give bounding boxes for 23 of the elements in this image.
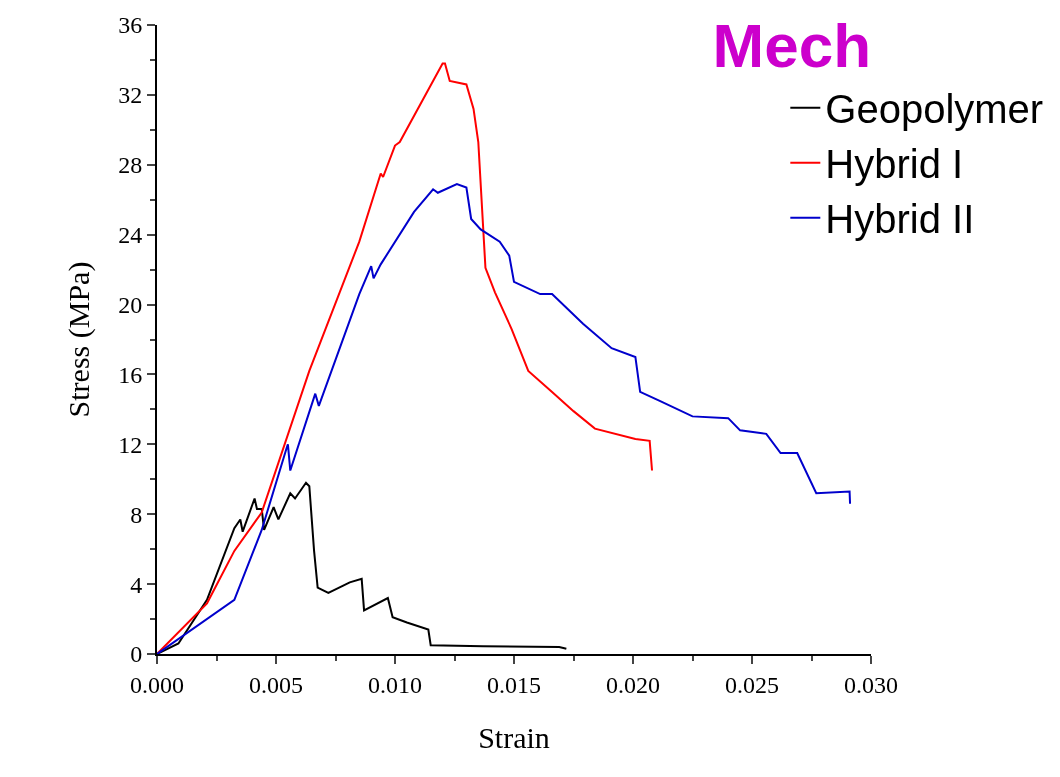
x-tick-label: 0.015 — [487, 671, 541, 698]
x-tick-label: 0.030 — [844, 671, 898, 698]
x-tick-label: 0.010 — [368, 671, 422, 698]
x-tick-label: 0.000 — [130, 671, 184, 698]
chart-title: Mech — [712, 10, 871, 80]
y-tick-label: 32 — [118, 82, 143, 109]
y-tick-label: 0 — [130, 641, 143, 668]
y-tick-label: 28 — [118, 152, 143, 179]
y-tick-label: 20 — [118, 291, 143, 318]
y-tick-label: 12 — [118, 431, 143, 458]
y-tick-label: 16 — [118, 361, 143, 388]
y-tick-label: 24 — [118, 222, 143, 249]
x-tick-label: 0.005 — [249, 671, 303, 698]
y-tick-label: 4 — [130, 571, 143, 598]
legend-label: Hybrid II — [825, 197, 975, 242]
y-tick-label: 8 — [130, 501, 143, 528]
x-tick-label: 0.020 — [606, 671, 660, 698]
x-tick-label: 0.025 — [725, 671, 779, 698]
legend-label: Geopolymer — [825, 87, 1044, 132]
x-axis-title: Strain — [478, 720, 550, 754]
y-tick-label: 36 — [118, 12, 143, 39]
y-axis-title: Stress (MPa) — [61, 261, 96, 418]
legend-label: Hybrid I — [825, 142, 964, 187]
